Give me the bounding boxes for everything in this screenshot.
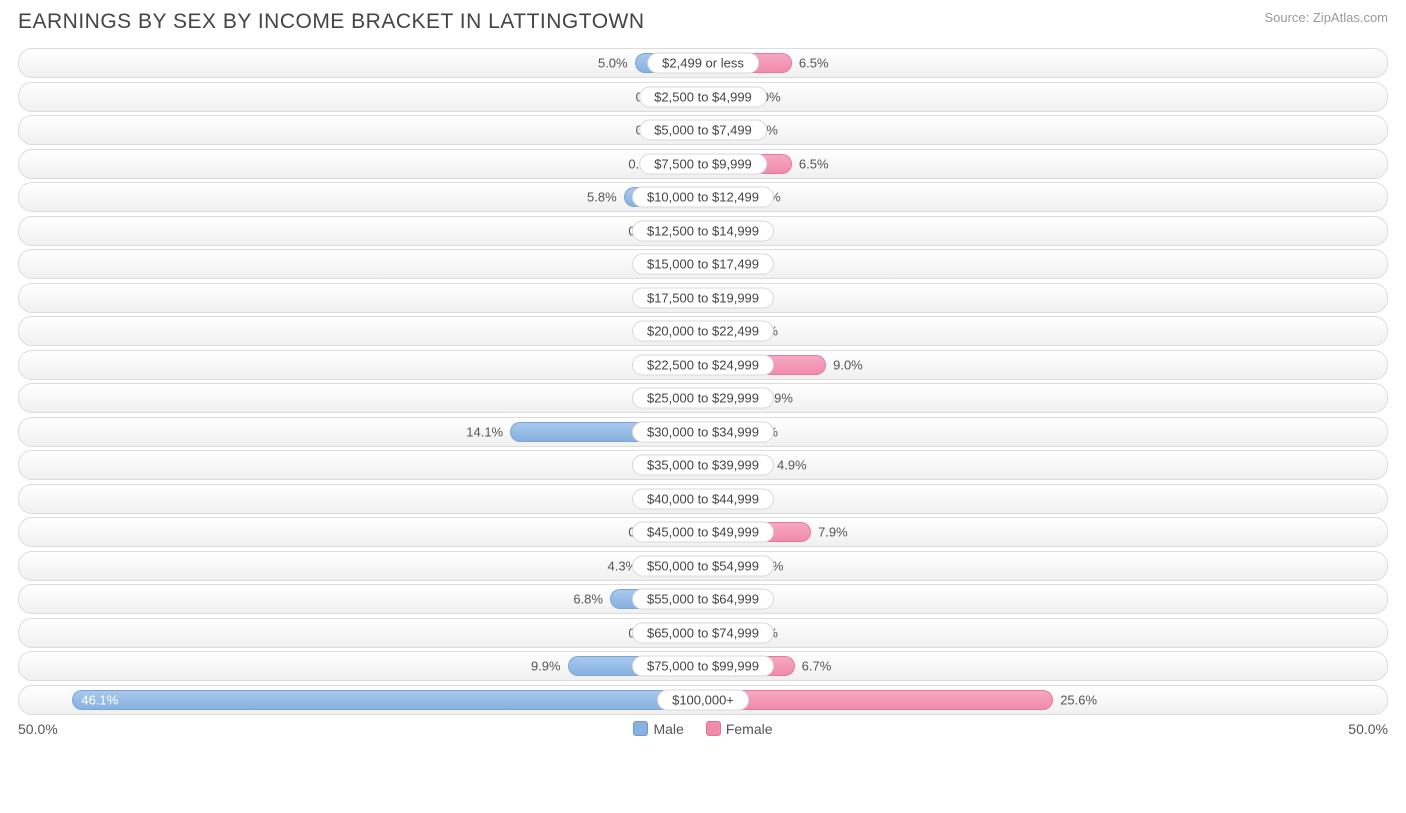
female-pct-label: 6.7% xyxy=(794,659,832,674)
bracket-label: $5,000 to $7,499 xyxy=(639,120,767,141)
chart-row: 0.0%2.3%$15,000 to $17,499 xyxy=(18,249,1388,279)
chart-row: 0.0%3.0%$2,500 to $4,999 xyxy=(18,82,1388,112)
chart-row: 5.8%3.0%$10,000 to $12,499 xyxy=(18,182,1388,212)
chart-row: 4.3%3.2%$50,000 to $54,999 xyxy=(18,551,1388,581)
male-pct-label: 5.8% xyxy=(587,190,625,205)
bracket-label: $75,000 to $99,999 xyxy=(632,656,774,677)
bracket-label: $50,000 to $54,999 xyxy=(632,555,774,576)
bracket-label: $55,000 to $64,999 xyxy=(632,589,774,610)
legend: Male Female xyxy=(58,721,1349,737)
bracket-label: $12,500 to $14,999 xyxy=(632,220,774,241)
chart-row: 9.9% 6.7% $75,000 to $99,999 xyxy=(18,651,1388,681)
male-bar: 46.1% xyxy=(72,690,703,710)
female-pct-label: 6.5% xyxy=(791,156,829,171)
bracket-label: $45,000 to $49,999 xyxy=(632,522,774,543)
chart-title: EARNINGS BY SEX BY INCOME BRACKET IN LAT… xyxy=(18,10,645,34)
bracket-label: $22,500 to $24,999 xyxy=(632,354,774,375)
bracket-label: $10,000 to $12,499 xyxy=(632,187,774,208)
chart-row: 0.83%6.5%$7,500 to $9,999 xyxy=(18,149,1388,179)
male-pct-label: 9.9% xyxy=(531,659,569,674)
chart-row: 0.0%4.9%$35,000 to $39,999 xyxy=(18,450,1388,480)
legend-item-female: Female xyxy=(706,721,773,737)
bracket-label: $20,000 to $22,499 xyxy=(632,321,774,342)
bracket-label: $25,000 to $29,999 xyxy=(632,388,774,409)
bracket-label: $65,000 to $74,999 xyxy=(632,622,774,643)
legend-item-male: Male xyxy=(633,721,683,737)
source-attribution: Source: ZipAtlas.com xyxy=(1264,10,1388,25)
legend-label-male: Male xyxy=(653,721,683,737)
female-pct-label: 4.9% xyxy=(769,458,807,473)
axis-right-label: 50.0% xyxy=(1348,721,1388,737)
female-pct-label: 7.9% xyxy=(810,525,848,540)
chart-row: 0.0%9.0%$22,500 to $24,999 xyxy=(18,350,1388,380)
male-swatch-icon xyxy=(633,721,648,736)
legend-label-female: Female xyxy=(726,721,773,737)
chart-row: 0.0%2.8%$5,000 to $7,499 xyxy=(18,115,1388,145)
chart-row: 0.97%2.8%$65,000 to $74,999 xyxy=(18,618,1388,648)
chart-row: 0.97%7.9%$45,000 to $49,999 xyxy=(18,517,1388,547)
chart-row: 0.55%0.0%$12,500 to $14,999 xyxy=(18,216,1388,246)
female-pct-label: 9.0% xyxy=(825,357,863,372)
female-pct-label: 6.5% xyxy=(791,56,829,71)
female-swatch-icon xyxy=(706,721,721,736)
chart-row: 0.0%2.8%$20,000 to $22,499 xyxy=(18,316,1388,346)
chart-row: 14.1%2.8%$30,000 to $34,999 xyxy=(18,417,1388,447)
male-pct-label: 6.8% xyxy=(573,592,611,607)
male-pct-label: 5.0% xyxy=(598,56,636,71)
male-pct-label: 46.1% xyxy=(81,692,118,707)
bracket-label: $30,000 to $34,999 xyxy=(632,421,774,442)
chart-row: 0.0%1.6%$17,500 to $19,999 xyxy=(18,283,1388,313)
bracket-label: $15,000 to $17,499 xyxy=(632,254,774,275)
male-pct-label: 14.1% xyxy=(466,424,511,439)
diverging-bar-chart: 5.0% 6.5% $2,499 or less 0.0%3.0%$2,500 to … xyxy=(18,48,1388,715)
bracket-label: $35,000 to $39,999 xyxy=(632,455,774,476)
axis-left-label: 50.0% xyxy=(18,721,58,737)
bracket-label: $2,500 to $4,999 xyxy=(639,86,767,107)
female-pct-label: 25.6% xyxy=(1052,692,1097,707)
chart-row: 2.3%2.5%$40,000 to $44,999 xyxy=(18,484,1388,514)
chart-row: 2.5%3.9%$25,000 to $29,999 xyxy=(18,383,1388,413)
chart-row: 46.1%25.6%$100,000+ xyxy=(18,685,1388,715)
chart-row: 6.8%2.3%$55,000 to $64,999 xyxy=(18,584,1388,614)
bracket-label: $40,000 to $44,999 xyxy=(632,488,774,509)
bracket-label: $17,500 to $19,999 xyxy=(632,287,774,308)
female-bar: 25.6% xyxy=(703,690,1053,710)
bracket-label: $2,499 or less xyxy=(647,53,759,74)
bracket-label: $100,000+ xyxy=(657,689,749,710)
chart-row: 5.0% 6.5% $2,499 or less xyxy=(18,48,1388,78)
bracket-label: $7,500 to $9,999 xyxy=(639,153,767,174)
